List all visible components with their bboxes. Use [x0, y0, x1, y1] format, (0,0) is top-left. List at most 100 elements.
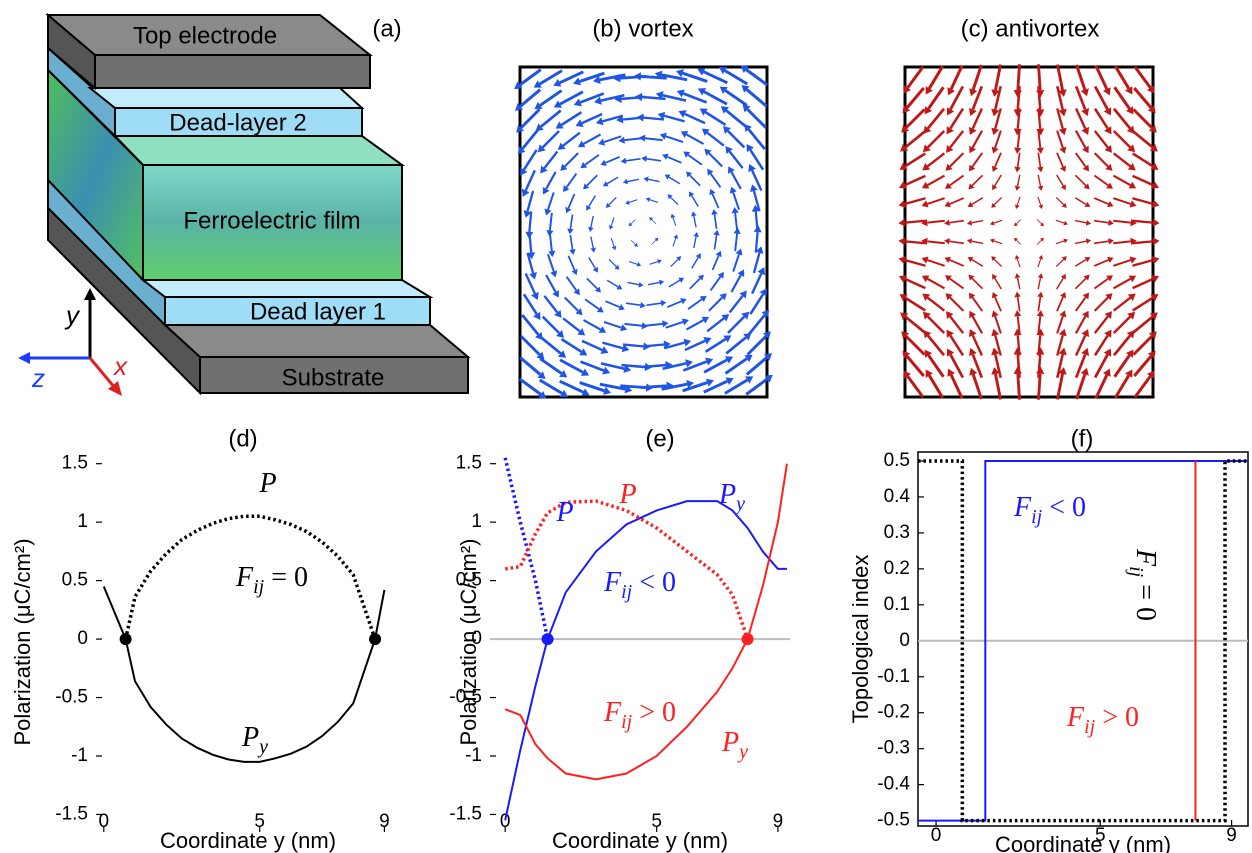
field-arrow	[1056, 277, 1064, 290]
arrow-head	[580, 368, 590, 376]
arrow-head	[1082, 145, 1089, 154]
arrow-head	[697, 68, 706, 76]
arrow-head	[968, 108, 977, 117]
axis-label: x	[112, 351, 128, 381]
arrow-head	[521, 188, 530, 197]
field-arrow	[539, 357, 563, 375]
arrow-head	[611, 245, 617, 251]
arrow-head	[968, 126, 977, 135]
field-arrow	[640, 384, 667, 389]
field-arrow	[1112, 296, 1132, 312]
arrow-head	[744, 354, 753, 363]
arrow-head	[762, 331, 771, 340]
arrow-head	[675, 69, 684, 78]
field-arrow	[590, 236, 594, 249]
field-arrow	[751, 272, 763, 295]
arrow-head	[945, 293, 953, 301]
field-arrow	[1114, 374, 1130, 399]
arrow-head	[680, 298, 687, 305]
arrow-head	[737, 269, 745, 277]
arrow-head	[741, 85, 750, 93]
field-arrow	[1016, 108, 1021, 129]
annotation: Py	[718, 479, 745, 514]
x-tick-label: 0	[99, 811, 110, 832]
field-arrow	[752, 252, 761, 274]
y-tick-label: -0.3	[877, 738, 910, 759]
field-arrow	[971, 240, 984, 245]
field-arrow	[1112, 315, 1132, 334]
arrow-head	[685, 171, 693, 178]
field-arrow	[567, 255, 576, 271]
field-arrow	[1016, 174, 1021, 187]
arrow-head	[1106, 182, 1113, 189]
arrow-head	[1080, 88, 1089, 97]
arrow-head	[1127, 144, 1136, 153]
field-arrow	[904, 277, 926, 290]
field-arrow	[521, 128, 540, 150]
arrow-head	[636, 113, 644, 122]
field-arrow	[643, 343, 665, 348]
field-arrow	[588, 195, 596, 207]
x-axis-label: Coordinate y (nm)	[160, 828, 336, 853]
arrow-head	[628, 222, 633, 227]
arrow-head	[925, 369, 933, 378]
field-arrow	[1056, 64, 1064, 91]
field-arrow	[528, 211, 533, 233]
charts: (d) Coordinate y (nm) Polarization (μC/cm²…	[10, 425, 1249, 853]
field-arrow	[644, 137, 663, 142]
field-arrow	[689, 174, 701, 187]
arrow-head	[1037, 185, 1044, 191]
arrow-head	[600, 346, 609, 354]
arrow-head	[1036, 109, 1045, 117]
arrow-head	[1014, 254, 1020, 260]
field-arrow	[1112, 152, 1132, 168]
arrow-head	[598, 326, 607, 333]
field-arrow	[949, 296, 965, 312]
field-arrow	[519, 88, 542, 108]
series-line	[504, 463, 788, 781]
arrow-head	[900, 312, 909, 321]
arrow-head	[569, 249, 576, 255]
arrow-head	[1151, 256, 1160, 265]
field-arrow	[562, 131, 581, 147]
arrow-head	[992, 184, 998, 191]
annotation-sub: ij	[1084, 716, 1096, 738]
annotation: Fij = 0	[1125, 548, 1160, 621]
field-arrow	[1056, 296, 1064, 312]
arrow-head	[1152, 237, 1160, 246]
annotation-main: F	[1066, 702, 1085, 733]
annotation-rest: < 0	[632, 567, 676, 598]
arrow-head	[1151, 199, 1160, 208]
field-arrow	[559, 90, 584, 106]
field-arrow	[538, 69, 563, 86]
arrow-head	[922, 293, 931, 301]
y-tick-label: 1.5	[62, 453, 88, 474]
annotation: Fij < 0	[1013, 492, 1086, 527]
dead-layer-1-top	[140, 279, 434, 298]
field-arrow	[547, 253, 555, 272]
arrow-head	[1060, 184, 1066, 191]
arrow-head	[1105, 293, 1113, 301]
arrow-head	[898, 256, 907, 265]
arrow-head	[1125, 86, 1133, 95]
field-arrow	[1016, 277, 1021, 290]
field-arrow	[583, 133, 602, 145]
field-arrow	[579, 71, 605, 83]
arrow-head	[713, 229, 720, 236]
zero-point	[369, 633, 382, 646]
arrow-head	[622, 178, 629, 185]
field-arrow	[1114, 65, 1130, 90]
field-arrow	[904, 219, 926, 224]
field-arrow	[994, 64, 1002, 91]
substrate-top	[162, 324, 471, 358]
field-arrow	[586, 277, 598, 290]
arrow-head	[536, 351, 545, 360]
arrow-head	[921, 219, 928, 227]
arrow-head	[533, 80, 542, 88]
arrow-head	[1061, 256, 1067, 262]
field-arrow	[668, 279, 681, 288]
arrow-head	[683, 151, 691, 158]
arrow-head	[595, 117, 604, 126]
field-arrow	[1132, 296, 1154, 312]
annotation: P	[258, 468, 276, 499]
